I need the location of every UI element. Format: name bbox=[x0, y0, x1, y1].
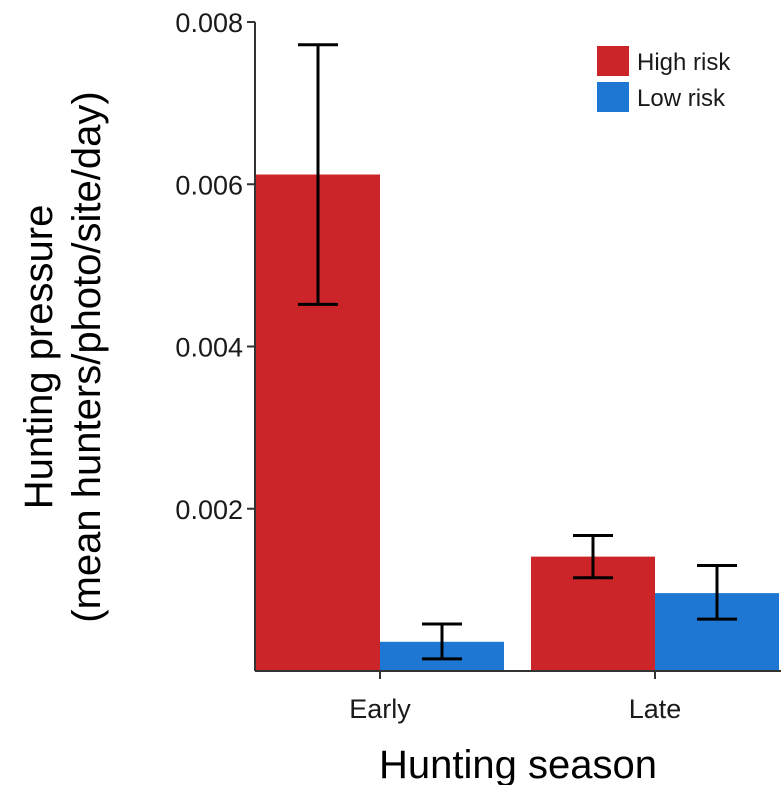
legend-swatch-high-risk bbox=[597, 46, 629, 76]
x-ticks: Early Late bbox=[349, 671, 681, 724]
y-tick-label: 0.002 bbox=[175, 495, 243, 525]
legend: High risk Low risk bbox=[597, 46, 731, 112]
errorbars-layer bbox=[298, 43, 737, 661]
y-axis-label-line1: Hunting pressure bbox=[17, 205, 61, 510]
y-ticks: 0.002 0.004 0.006 0.008 bbox=[175, 8, 255, 525]
y-tick-label: 0.008 bbox=[175, 8, 243, 38]
legend-label-high-risk: High risk bbox=[637, 49, 731, 76]
bars-layer bbox=[256, 174, 779, 671]
legend-swatch-low-risk bbox=[597, 82, 629, 112]
y-tick-label: 0.004 bbox=[175, 333, 243, 363]
x-tick-label: Early bbox=[349, 694, 411, 724]
y-axis-label-line2: (mean hunters/photo/site/day) bbox=[65, 91, 109, 622]
legend-label-low-risk: Low risk bbox=[637, 85, 726, 112]
x-axis-label: Hunting season bbox=[379, 743, 657, 785]
y-tick-label: 0.006 bbox=[175, 170, 243, 200]
x-tick-label: Late bbox=[629, 694, 682, 724]
